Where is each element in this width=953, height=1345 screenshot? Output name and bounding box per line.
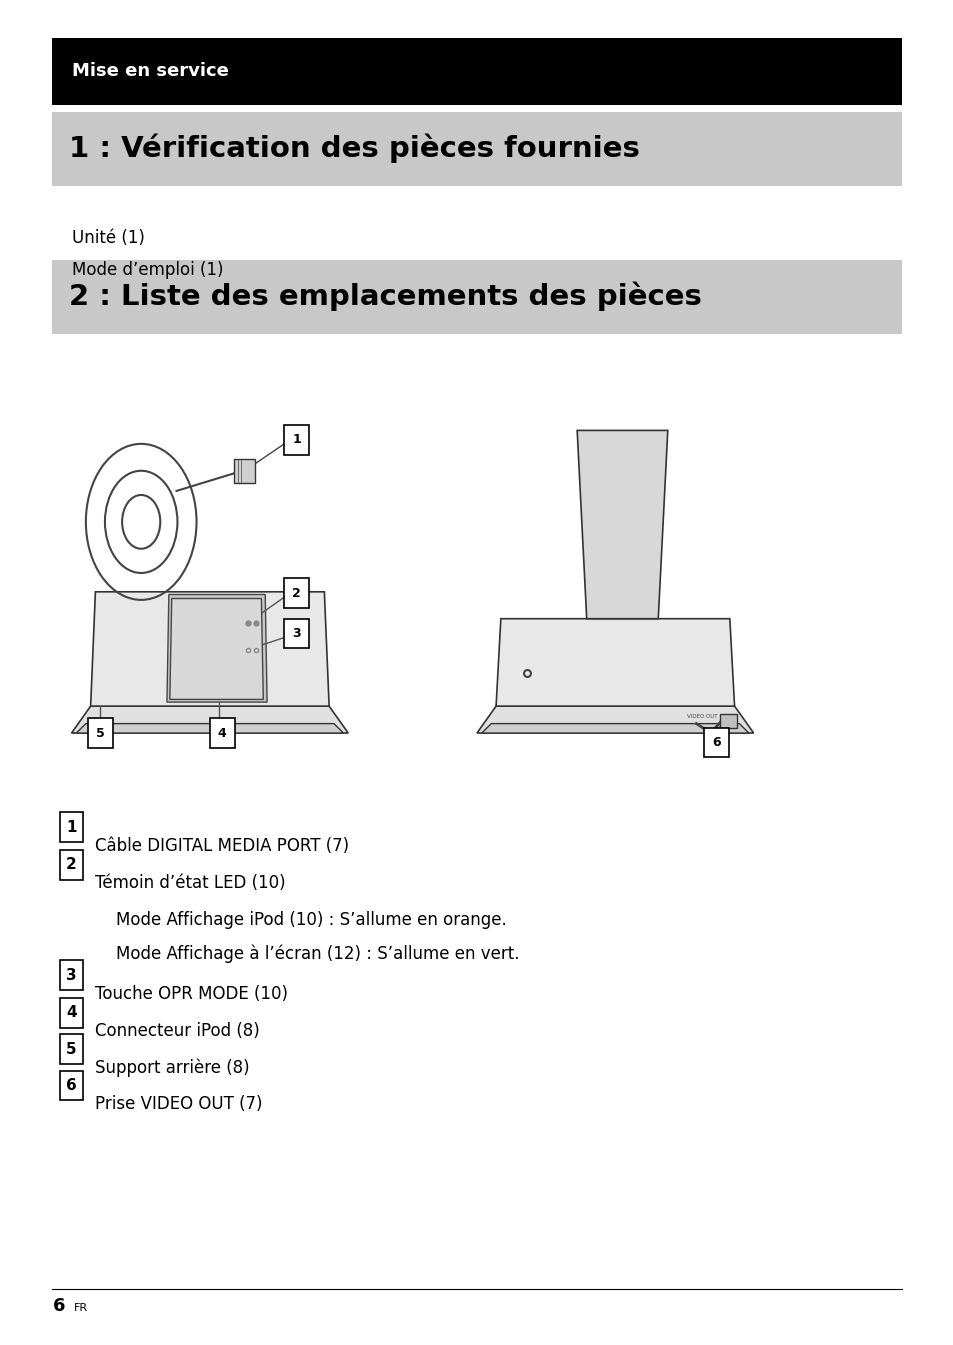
Polygon shape bbox=[577, 430, 667, 619]
Bar bbox=[60, 998, 83, 1028]
Text: Témoin d’état LED (10): Témoin d’état LED (10) bbox=[95, 874, 286, 892]
Text: 3: 3 bbox=[292, 627, 301, 640]
Polygon shape bbox=[167, 594, 267, 702]
Text: Touche OPR MODE (10): Touche OPR MODE (10) bbox=[95, 985, 288, 1002]
Bar bbox=[60, 850, 83, 880]
Text: 2: 2 bbox=[66, 857, 77, 873]
Polygon shape bbox=[481, 724, 748, 733]
Polygon shape bbox=[76, 724, 343, 733]
Bar bbox=[233, 459, 254, 483]
Bar bbox=[52, 112, 901, 186]
Text: 3: 3 bbox=[66, 967, 77, 983]
Text: Unité (1): Unité (1) bbox=[71, 229, 144, 246]
Text: 5: 5 bbox=[95, 726, 105, 740]
Bar bbox=[60, 1034, 83, 1064]
Text: 5: 5 bbox=[66, 1041, 77, 1057]
Text: Câble DIGITAL MEDIA PORT (7): Câble DIGITAL MEDIA PORT (7) bbox=[95, 837, 349, 854]
Bar bbox=[284, 578, 309, 608]
Text: Mode Affichage à l’écran (12) : S’allume en vert.: Mode Affichage à l’écran (12) : S’allume… bbox=[116, 944, 519, 963]
Text: Connecteur iPod (8): Connecteur iPod (8) bbox=[95, 1022, 260, 1040]
Text: VIDEO OUT: VIDEO OUT bbox=[686, 714, 717, 720]
Text: Prise VIDEO OUT (7): Prise VIDEO OUT (7) bbox=[95, 1095, 263, 1112]
Bar bbox=[60, 960, 83, 990]
Bar bbox=[284, 425, 309, 455]
Text: Support arrière (8): Support arrière (8) bbox=[95, 1059, 250, 1077]
Polygon shape bbox=[170, 599, 263, 699]
Text: 2: 2 bbox=[292, 586, 301, 600]
Bar bbox=[284, 619, 309, 648]
Polygon shape bbox=[91, 592, 329, 706]
Bar bbox=[703, 728, 728, 757]
Text: 1: 1 bbox=[292, 433, 301, 447]
Text: 6: 6 bbox=[66, 1077, 77, 1093]
Text: 4: 4 bbox=[217, 726, 227, 740]
Text: 6: 6 bbox=[52, 1298, 65, 1315]
Text: Mise en service: Mise en service bbox=[71, 62, 228, 81]
Text: 6: 6 bbox=[711, 736, 720, 749]
Text: Mode d’emploi (1): Mode d’emploi (1) bbox=[71, 261, 223, 278]
Text: 1 : Vérification des pièces fournies: 1 : Vérification des pièces fournies bbox=[69, 134, 639, 163]
Bar bbox=[88, 718, 112, 748]
Text: FR: FR bbox=[73, 1303, 88, 1313]
Bar bbox=[52, 38, 901, 105]
Bar bbox=[720, 714, 737, 728]
Polygon shape bbox=[71, 706, 348, 733]
Text: 1: 1 bbox=[66, 819, 77, 835]
Text: 2 : Liste des emplacements des pièces: 2 : Liste des emplacements des pièces bbox=[69, 282, 700, 311]
Bar bbox=[60, 812, 83, 842]
Bar bbox=[210, 718, 234, 748]
Bar bbox=[52, 260, 901, 334]
Bar bbox=[60, 1071, 83, 1100]
Text: Mode Affichage iPod (10) : S’allume en orange.: Mode Affichage iPod (10) : S’allume en o… bbox=[116, 911, 507, 928]
Polygon shape bbox=[476, 706, 753, 733]
Text: 4: 4 bbox=[66, 1005, 77, 1021]
Polygon shape bbox=[496, 619, 734, 706]
